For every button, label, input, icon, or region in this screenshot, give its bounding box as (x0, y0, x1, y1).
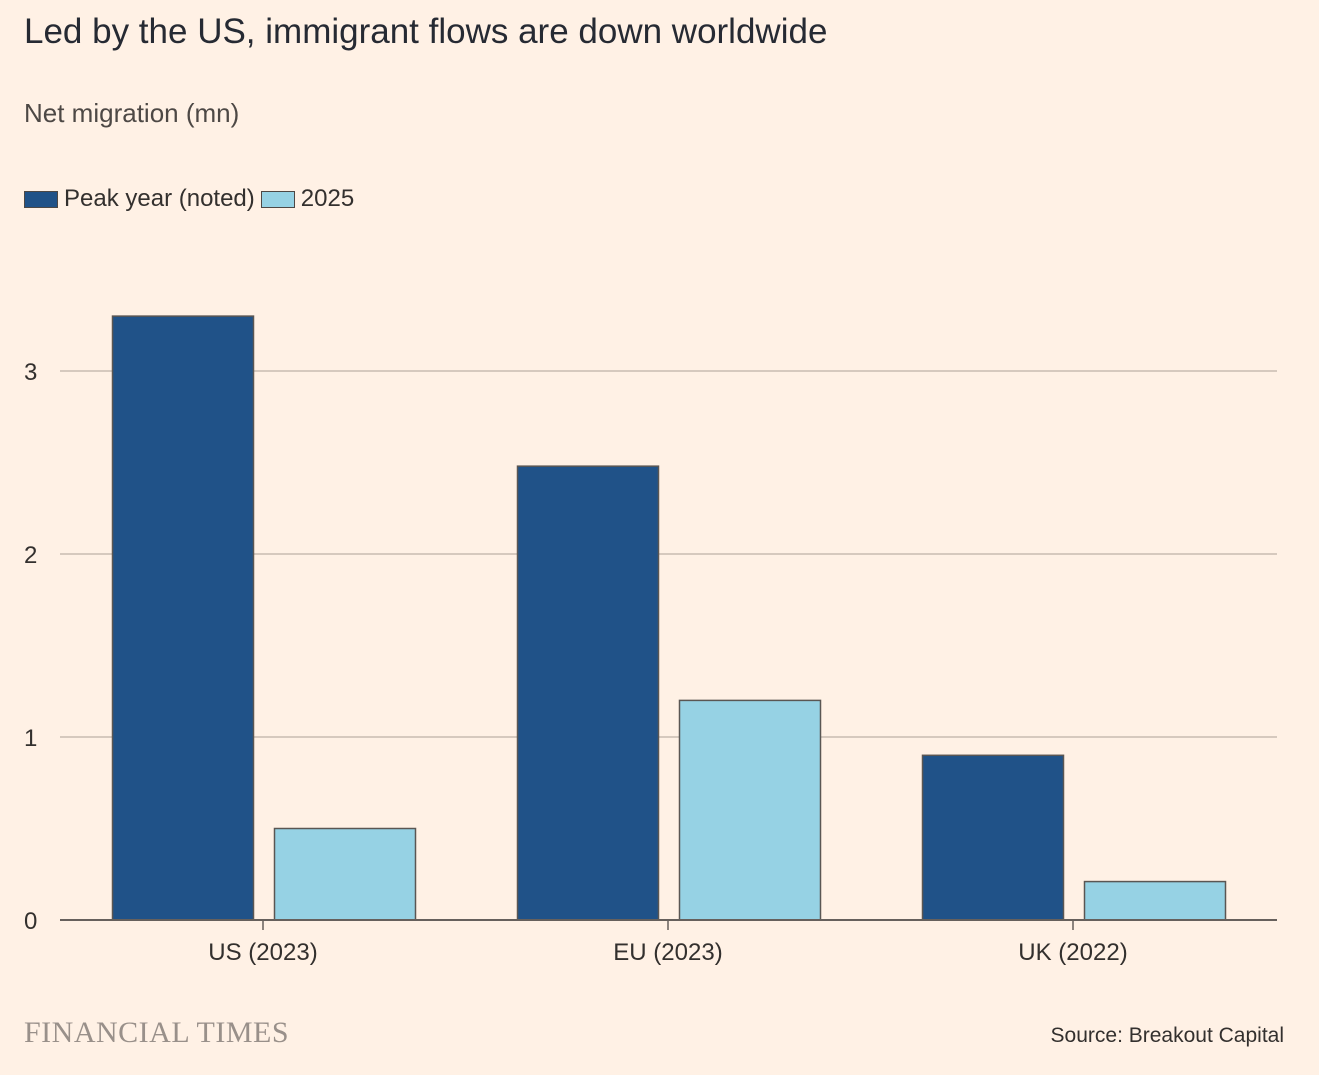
legend-label-peak: Peak year (noted) (64, 185, 255, 212)
bar-peak-year-noted--1 (516, 465, 660, 921)
x-tick-label-1: EU (2023) (613, 939, 722, 966)
bar-peak-year-noted--2 (921, 754, 1065, 921)
bar-2025-2 (1083, 880, 1227, 921)
bar-2025-0 (273, 827, 417, 921)
source-note: Source: Breakout Capital (1050, 1024, 1284, 1047)
legend-swatch-2025 (260, 190, 295, 208)
bar-peak-year-noted--0 (111, 315, 255, 921)
chart-title: Led by the US, immigrant flows are down … (24, 12, 828, 51)
brand-logo: FINANCIAL TIMES (24, 1016, 290, 1049)
legend-swatch-peak (24, 190, 58, 208)
y-tick-label-3: 3 (24, 359, 37, 386)
y-tick-label-1: 1 (24, 725, 37, 752)
y-tick-label-2: 2 (24, 542, 37, 569)
bar-chart: 0 1 2 3 US (2023) EU (2023) UK (2022) (24, 315, 1277, 966)
x-tick-label-2: UK (2022) (1018, 939, 1127, 966)
chart-subtitle: Net migration (mn) (24, 98, 240, 128)
legend-item-2025: 2025 (260, 185, 355, 213)
y-tick-label-0: 0 (24, 908, 37, 935)
bar-2025-1 (678, 699, 822, 921)
legend-label-2025: 2025 (300, 185, 355, 212)
legend-item-peak: Peak year (noted) (24, 185, 255, 213)
x-tick-label-0: US (2023) (208, 939, 317, 966)
legend: Peak year (noted) 2025 (24, 185, 360, 213)
